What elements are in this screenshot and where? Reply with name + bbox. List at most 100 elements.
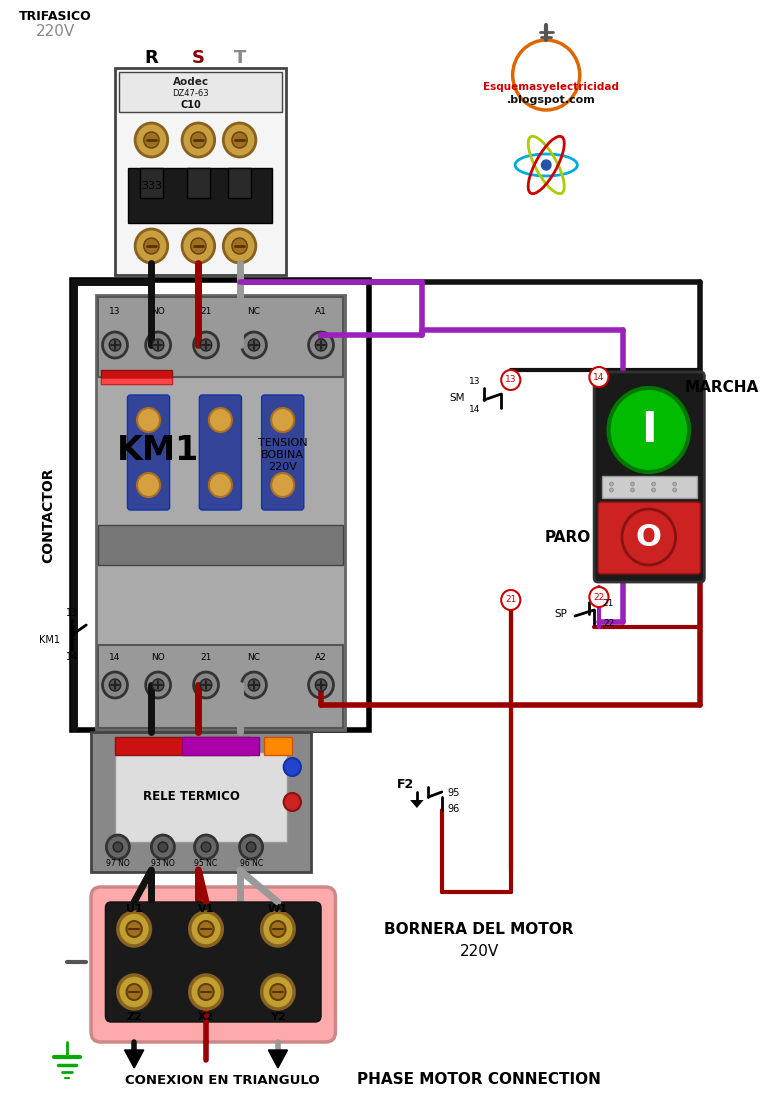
- Circle shape: [589, 367, 609, 387]
- Circle shape: [158, 842, 168, 852]
- Text: PARO: PARO: [544, 529, 591, 545]
- Circle shape: [118, 912, 150, 946]
- Text: A2: A2: [315, 653, 327, 662]
- Circle shape: [232, 132, 247, 147]
- Text: .blogspot.com: .blogspot.com: [507, 95, 595, 105]
- Bar: [128, 167, 272, 223]
- Text: CONTACTOR: CONTACTOR: [41, 467, 55, 562]
- Circle shape: [249, 679, 260, 691]
- Text: C10: C10: [180, 100, 201, 110]
- Text: 96 NC: 96 NC: [239, 859, 263, 868]
- FancyBboxPatch shape: [106, 902, 321, 1022]
- Text: 220V: 220V: [460, 945, 499, 959]
- Circle shape: [201, 842, 211, 852]
- Circle shape: [651, 488, 655, 492]
- Text: NC: NC: [248, 306, 261, 315]
- Bar: [228, 167, 251, 199]
- Circle shape: [191, 238, 206, 254]
- Text: 21: 21: [201, 306, 212, 315]
- Circle shape: [315, 339, 327, 352]
- Text: 13: 13: [109, 306, 121, 315]
- Text: U1: U1: [126, 904, 143, 914]
- Text: MARCHA: MARCHA: [685, 379, 758, 395]
- Circle shape: [610, 488, 613, 492]
- Text: SM: SM: [449, 393, 465, 403]
- Circle shape: [271, 408, 294, 433]
- Circle shape: [190, 975, 223, 1009]
- Circle shape: [501, 590, 521, 610]
- Circle shape: [315, 679, 327, 691]
- Text: 95: 95: [447, 788, 460, 798]
- Text: T: T: [233, 49, 245, 67]
- Text: 21: 21: [505, 596, 517, 604]
- Text: I: I: [641, 409, 657, 451]
- Bar: [100, 378, 173, 384]
- Circle shape: [651, 482, 655, 486]
- Text: 13: 13: [469, 377, 480, 387]
- Circle shape: [673, 482, 676, 486]
- Bar: [98, 297, 343, 377]
- Circle shape: [209, 408, 232, 433]
- Text: R: R: [144, 49, 158, 67]
- Text: 14: 14: [66, 652, 78, 662]
- Circle shape: [135, 123, 168, 157]
- Circle shape: [198, 984, 214, 1000]
- Circle shape: [271, 474, 294, 497]
- Circle shape: [610, 482, 613, 486]
- Text: DZ47-63: DZ47-63: [173, 90, 209, 99]
- FancyBboxPatch shape: [594, 372, 705, 582]
- Bar: [119, 72, 282, 112]
- Circle shape: [194, 332, 218, 358]
- Text: Aodec: Aodec: [173, 77, 209, 87]
- Circle shape: [126, 984, 142, 1000]
- Bar: [264, 737, 293, 755]
- Circle shape: [113, 842, 122, 852]
- Text: 22: 22: [594, 592, 604, 601]
- Circle shape: [151, 835, 174, 859]
- Circle shape: [249, 339, 260, 352]
- Bar: [96, 295, 345, 730]
- Text: NC: NC: [248, 653, 261, 662]
- Text: 14: 14: [469, 406, 480, 415]
- Text: 95 NC: 95 NC: [195, 859, 217, 868]
- Polygon shape: [268, 1050, 287, 1068]
- Text: 333: 333: [141, 181, 162, 191]
- Circle shape: [283, 793, 301, 811]
- FancyBboxPatch shape: [199, 395, 242, 510]
- Bar: [91, 732, 312, 872]
- Circle shape: [242, 332, 267, 358]
- Text: TENSION
BOBINA
220V: TENSION BOBINA 220V: [258, 438, 308, 471]
- Text: KM1: KM1: [117, 434, 199, 467]
- Circle shape: [135, 228, 168, 263]
- Circle shape: [137, 408, 160, 433]
- Circle shape: [190, 912, 223, 946]
- Bar: [115, 68, 286, 275]
- Bar: [187, 167, 210, 199]
- Text: 14: 14: [109, 653, 121, 662]
- Circle shape: [152, 679, 164, 691]
- Circle shape: [239, 835, 262, 859]
- Text: O: O: [636, 522, 662, 551]
- Text: Esquemasyelectricidad: Esquemasyelectricidad: [483, 82, 619, 92]
- Circle shape: [198, 920, 214, 937]
- Bar: [72, 279, 369, 730]
- Text: 96: 96: [447, 804, 459, 814]
- Text: S: S: [192, 49, 205, 67]
- Text: X2: X2: [198, 1013, 214, 1022]
- Text: F2: F2: [397, 777, 414, 791]
- Text: RELE TERMICO: RELE TERMICO: [143, 791, 240, 804]
- Circle shape: [232, 238, 247, 254]
- Text: 21: 21: [201, 653, 212, 662]
- Text: KM1: KM1: [40, 635, 60, 645]
- Circle shape: [501, 370, 521, 390]
- Text: 13: 13: [66, 608, 78, 618]
- Circle shape: [309, 332, 334, 358]
- Circle shape: [631, 482, 635, 486]
- Circle shape: [309, 672, 334, 698]
- Circle shape: [246, 842, 256, 852]
- Polygon shape: [125, 1050, 144, 1068]
- FancyBboxPatch shape: [598, 502, 701, 574]
- Text: PHASE MOTOR CONNECTION: PHASE MOTOR CONNECTION: [357, 1072, 601, 1088]
- Circle shape: [201, 679, 212, 691]
- Bar: [115, 752, 287, 842]
